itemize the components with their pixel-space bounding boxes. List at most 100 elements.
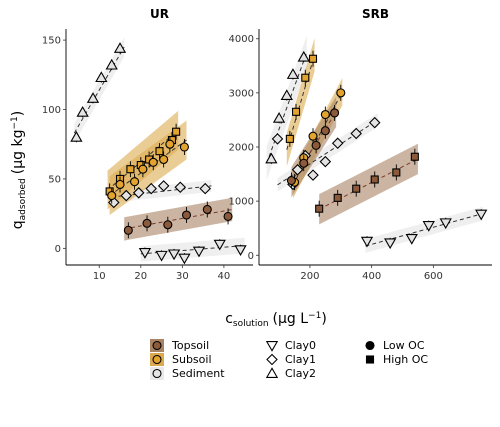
legend-marker <box>266 353 278 366</box>
data-point <box>333 193 342 202</box>
data-point <box>181 210 192 220</box>
x-axis-title-main: c <box>225 311 233 327</box>
legend-item-sediment: Sediment <box>150 367 225 380</box>
x-axis-title-sub: solution <box>233 319 269 329</box>
y-axis-title-main: q <box>10 220 26 229</box>
data-point <box>370 175 379 184</box>
legend-label: Clay0 <box>285 339 316 352</box>
legend-marker <box>152 340 162 351</box>
data-point <box>311 140 321 150</box>
data-point <box>178 253 191 265</box>
data-point <box>410 152 419 161</box>
x-axis-title-close: ) <box>321 311 326 327</box>
data-point <box>126 165 135 174</box>
data-point <box>165 139 175 149</box>
data-point <box>167 249 181 261</box>
x-axis-title-units: (µg L <box>273 311 309 327</box>
data-point <box>439 218 452 230</box>
data-point <box>138 164 148 174</box>
y-tick-label: 50 <box>48 174 61 185</box>
panel-title: SRB <box>362 7 389 21</box>
y-axis-title-close: ) <box>10 111 26 116</box>
x-axis-title-sup: −1 <box>308 311 321 321</box>
y-tick-label: 3000 <box>229 88 254 99</box>
data-point <box>368 116 381 129</box>
data-point <box>308 131 318 141</box>
panels-layer: UR 0 50 100 150 10 20 30 40 SRB 0 1000 2000 3000 4000 2… <box>42 7 492 282</box>
data-point <box>213 239 226 251</box>
data-point <box>301 73 310 82</box>
data-point <box>331 137 344 149</box>
data-point <box>272 112 286 123</box>
data-point <box>70 130 83 142</box>
fit-line <box>73 46 125 134</box>
fit-line <box>277 119 379 186</box>
data-point <box>174 181 187 194</box>
x-tick-label: 400 <box>362 271 381 282</box>
legend-label: Clay1 <box>285 353 316 366</box>
y-tick-label: 4000 <box>229 34 254 45</box>
data-point <box>392 168 401 177</box>
legend-label: Clay2 <box>285 367 316 380</box>
data-point <box>155 250 168 262</box>
legend-item-topsoil: Topsoil <box>150 339 209 352</box>
legend-item-clay2: Clay2 <box>265 367 316 380</box>
data-point <box>320 126 330 136</box>
data-point <box>159 154 169 165</box>
data-point <box>172 127 181 136</box>
legend-item-clay1: Clay1 <box>266 353 316 366</box>
x-axis-title: csolution (µg L−1) <box>225 311 327 329</box>
data-point <box>286 176 296 186</box>
data-point <box>148 157 158 167</box>
legend-marker <box>265 341 279 352</box>
x-tick-label: 30 <box>176 271 189 282</box>
data-point <box>202 204 212 215</box>
data-point <box>297 50 310 62</box>
data-point <box>234 245 247 257</box>
y-axis-title: qadsorbed (µg kg−1) <box>10 111 28 229</box>
data-point <box>299 158 309 168</box>
legend-marker <box>152 368 162 379</box>
fit-line <box>266 52 308 164</box>
data-point <box>265 152 278 164</box>
data-point <box>179 142 189 152</box>
y-tick-label: 0 <box>55 244 61 255</box>
data-point <box>405 234 418 245</box>
legend-marker <box>152 354 162 365</box>
y-axis-title-units: (µg kg <box>10 130 26 175</box>
panel-srb: SRB 0 1000 2000 3000 4000 200 400 600 <box>229 7 492 282</box>
data-point <box>123 225 133 235</box>
data-point <box>352 184 361 193</box>
legend-item-clay0: Clay0 <box>265 339 316 352</box>
data-point <box>86 92 100 103</box>
data-point <box>360 236 374 248</box>
data-point <box>138 248 152 259</box>
data-point <box>113 42 127 53</box>
y-tick-label: 0 <box>248 251 254 262</box>
series-layer <box>70 37 247 265</box>
legend-item-high-oc: High OC <box>365 353 428 366</box>
data-point <box>115 179 125 190</box>
fit-line <box>286 54 316 150</box>
data-point <box>330 108 340 118</box>
data-point <box>145 182 157 195</box>
legend-label: Low OC <box>383 339 425 352</box>
y-axis-title-sub: adsorbed <box>18 178 28 220</box>
data-point <box>285 134 294 143</box>
data-point <box>105 58 118 70</box>
data-point <box>199 182 211 195</box>
data-point <box>315 204 324 213</box>
data-point <box>291 163 304 176</box>
legend-item-subsoil: Subsoil <box>150 353 212 366</box>
y-tick-label: 2000 <box>229 143 254 154</box>
legend-label: Topsoil <box>171 339 209 352</box>
legend-label: High OC <box>383 353 428 366</box>
data-point <box>307 169 319 181</box>
data-point <box>76 105 89 117</box>
data-point <box>350 127 362 140</box>
data-point <box>271 133 284 145</box>
data-point <box>422 221 435 232</box>
legend-label: Subsoil <box>172 353 212 366</box>
legend-marker <box>365 340 375 351</box>
